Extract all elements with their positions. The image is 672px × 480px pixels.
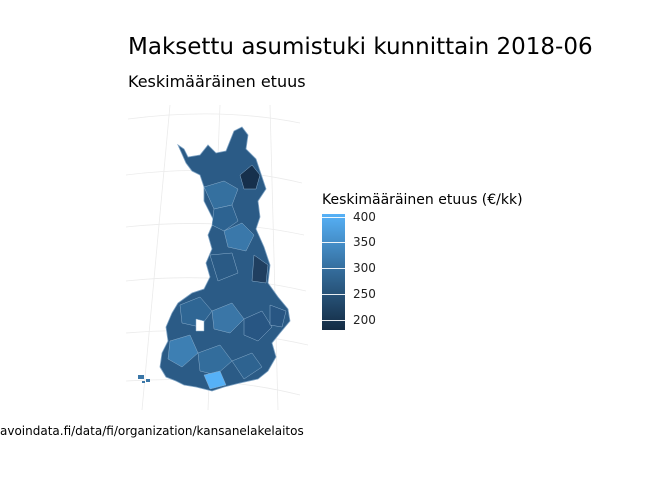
legend-tick-mark [322,217,345,218]
source-caption: avoindata.fi/data/fi/organization/kansan… [0,424,304,438]
legend-tick-label: 250 [353,287,376,301]
finland-municipality-map [125,105,309,411]
municipality-regions [167,164,287,390]
legend-tick-mark [322,242,345,243]
legend-tick-mark [322,294,345,295]
map-title: Maksettu asumistuki kunnittain 2018-06 [128,34,593,60]
legend-tick-label: 350 [353,235,376,249]
legend-tick-label: 300 [353,261,376,275]
map-subtitle: Keskimääräinen etuus [128,72,306,91]
legend-tick-label: 400 [353,210,376,224]
legend-title: Keskimääräinen etuus (€/kk) [322,192,523,208]
legend-tick-mark [322,320,345,321]
legend-tick-label: 200 [353,313,376,327]
legend-colorbar [322,214,345,330]
aland-islands [138,375,150,383]
legend-tick-mark [322,268,345,269]
